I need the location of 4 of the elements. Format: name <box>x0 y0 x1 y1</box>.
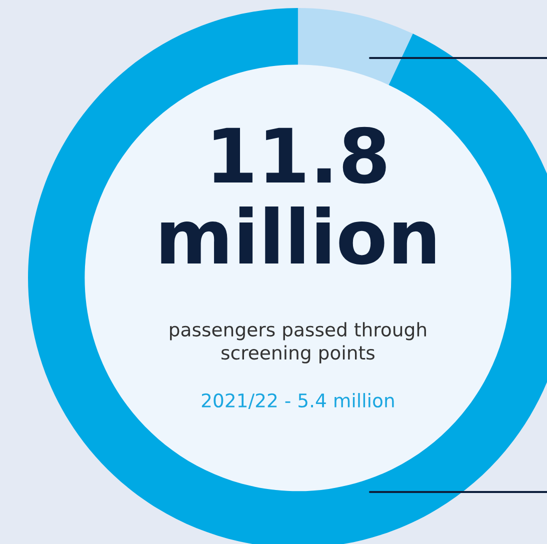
text: 11.8 <box>214 126 386 184</box>
text: 2021/22 - 5.4 million <box>202 393 394 410</box>
text: million <box>161 206 436 265</box>
text: passengers passed through screening points <box>170 322 426 364</box>
